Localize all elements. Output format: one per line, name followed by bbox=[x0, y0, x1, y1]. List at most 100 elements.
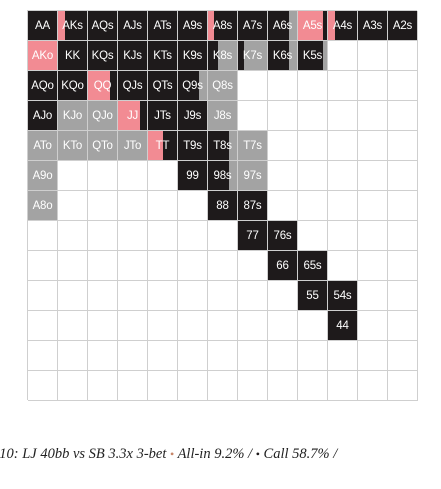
hand-label: KTs bbox=[153, 49, 172, 62]
hand-cell-qto: QTo bbox=[88, 131, 118, 161]
call-segment bbox=[328, 281, 357, 310]
hand-cell bbox=[298, 71, 328, 101]
hand-cell-a7s: A7s bbox=[238, 11, 268, 41]
hand-label: AQs bbox=[91, 19, 114, 32]
call-segment bbox=[139, 101, 147, 130]
call-segment bbox=[148, 41, 177, 70]
call-segment bbox=[268, 221, 297, 250]
hand-label: K7s bbox=[242, 49, 263, 62]
hand-cell-a5s: A5s bbox=[298, 11, 328, 41]
hand-label: KK bbox=[65, 49, 80, 62]
hand-label: 77 bbox=[246, 229, 259, 242]
fold-segment bbox=[238, 161, 267, 190]
hand-cell-q9s: Q9s bbox=[178, 71, 208, 101]
hand-cell-ato: ATo bbox=[28, 131, 58, 161]
call-segment bbox=[58, 41, 87, 70]
call-segment bbox=[118, 71, 147, 100]
call-segment bbox=[88, 11, 117, 40]
hand-label: 55 bbox=[306, 289, 319, 302]
hand-cell bbox=[298, 191, 328, 221]
hand-cell bbox=[178, 341, 208, 371]
hand-cell-jto: JTo bbox=[118, 131, 148, 161]
hand-cell-qjo: QJo bbox=[88, 101, 118, 131]
hand-cell-qq: QQ bbox=[88, 71, 118, 101]
hand-cell bbox=[58, 161, 88, 191]
hand-cell bbox=[298, 341, 328, 371]
call-segment bbox=[268, 11, 289, 40]
hand-cell bbox=[388, 251, 418, 281]
hand-cell-t7s: T7s bbox=[238, 131, 268, 161]
hand-cell-a8s: A8s bbox=[208, 11, 238, 41]
hand-cell bbox=[358, 71, 388, 101]
allin-segment bbox=[88, 71, 110, 100]
call-segment bbox=[208, 191, 237, 220]
call-legend-dot: • bbox=[255, 447, 260, 461]
call-segment bbox=[178, 161, 207, 190]
hand-cell-k8s: K8s bbox=[208, 41, 238, 71]
call-segment bbox=[28, 101, 57, 130]
hand-cell-a6s: A6s bbox=[268, 11, 298, 41]
hand-cell bbox=[178, 371, 208, 401]
allin-segment bbox=[118, 101, 140, 130]
call-segment bbox=[162, 131, 177, 160]
call-segment bbox=[28, 11, 57, 40]
allin-segment bbox=[328, 11, 336, 40]
hand-cell bbox=[358, 41, 388, 71]
hand-cell-jj: JJ bbox=[118, 101, 148, 131]
hand-cell bbox=[118, 311, 148, 341]
hand-cell bbox=[58, 191, 88, 221]
hand-label: JTo bbox=[123, 139, 142, 152]
fold-segment bbox=[88, 101, 117, 130]
call-segment bbox=[178, 11, 207, 40]
hand-cell-t9s: T9s bbox=[178, 131, 208, 161]
hand-cell bbox=[268, 281, 298, 311]
hand-label: Q9s bbox=[182, 79, 203, 92]
fold-segment bbox=[218, 41, 237, 70]
hand-cell-98s: 98s bbox=[208, 161, 238, 191]
allin-legend-dot: • bbox=[170, 447, 175, 461]
hand-cell bbox=[358, 101, 388, 131]
hand-cell bbox=[118, 251, 148, 281]
hand-cell bbox=[178, 251, 208, 281]
hand-cell-aks: AKs bbox=[58, 11, 88, 41]
hand-cell bbox=[328, 191, 358, 221]
hand-cell bbox=[298, 101, 328, 131]
hand-label: 88 bbox=[216, 199, 229, 212]
hand-cell-k9s: K9s bbox=[178, 41, 208, 71]
hand-cell-76s: 76s bbox=[268, 221, 298, 251]
hand-cell bbox=[208, 251, 238, 281]
hand-label: A8o bbox=[32, 199, 53, 212]
hand-cell bbox=[328, 131, 358, 161]
hand-label: T9s bbox=[183, 139, 202, 152]
hand-cell-a2s: A2s bbox=[388, 11, 418, 41]
hand-cell bbox=[58, 221, 88, 251]
hand-cell bbox=[118, 191, 148, 221]
hand-cell bbox=[148, 311, 178, 341]
hand-cell bbox=[268, 161, 298, 191]
hand-cell-tt: TT bbox=[148, 131, 178, 161]
hand-cell bbox=[268, 371, 298, 401]
hand-cell-a9s: A9s bbox=[178, 11, 208, 41]
hand-cell-k7s: K7s bbox=[238, 41, 268, 71]
fold-segment bbox=[228, 161, 237, 190]
call-segment bbox=[238, 191, 267, 220]
hand-label: AKs bbox=[62, 19, 83, 32]
hand-cell-aqs: AQs bbox=[88, 11, 118, 41]
hand-cell bbox=[358, 281, 388, 311]
hand-cell bbox=[388, 371, 418, 401]
hand-label: KTo bbox=[62, 139, 83, 152]
hand-cell bbox=[328, 341, 358, 371]
hand-cell bbox=[388, 131, 418, 161]
hand-cell-aqo: AQo bbox=[28, 71, 58, 101]
hand-cell bbox=[88, 161, 118, 191]
fold-segment bbox=[58, 131, 87, 160]
hand-cell bbox=[148, 281, 178, 311]
hand-cell-kqs: KQs bbox=[88, 41, 118, 71]
hand-cell bbox=[298, 221, 328, 251]
call-segment bbox=[148, 11, 177, 40]
hand-cell-ajs: AJs bbox=[118, 11, 148, 41]
hand-cell bbox=[388, 161, 418, 191]
call-segment bbox=[58, 71, 87, 100]
hand-cell bbox=[208, 341, 238, 371]
hand-label: 65s bbox=[303, 259, 322, 272]
